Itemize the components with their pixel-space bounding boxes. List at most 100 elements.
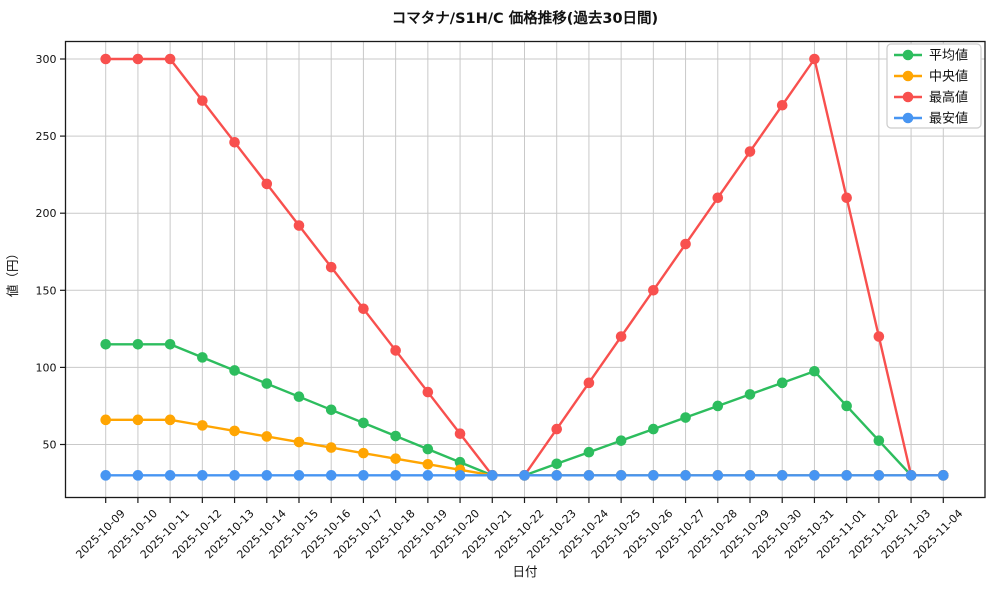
data-point [744,470,756,481]
data-point [809,365,820,377]
data-point [615,470,627,481]
data-point [454,428,466,440]
data-point [841,470,852,481]
data-point [905,470,917,481]
data-point [164,414,176,426]
data-point [229,425,240,437]
data-point [873,331,885,342]
plot-border [64,40,986,499]
legend-item-中央値: 中央値 [894,69,968,85]
data-point [583,377,595,389]
axis-ticks: 2025-10-092025-10-102025-10-112025-10-12… [36,53,966,561]
data-point [776,99,788,111]
plot-frame [64,40,986,499]
data-point [197,95,208,106]
legend-marker-dot [902,49,914,61]
data-point [293,436,305,448]
data-point [100,53,111,65]
data-point [422,458,434,470]
data-point [583,470,595,481]
data-point [164,53,176,65]
data-point [809,470,820,481]
data-point [873,435,885,446]
data-point [197,470,208,481]
data-point [422,386,434,398]
data-point [325,442,337,453]
data-point [293,391,305,402]
data-point [422,443,434,455]
y-tick-label: 250 [36,130,57,143]
data-point [551,458,563,470]
legend-marker-dot [902,112,914,124]
data-point [519,470,530,481]
data-point [325,261,337,273]
y-tick-label: 200 [36,207,57,220]
data-point [164,338,176,350]
data-point [841,192,852,204]
data-point [680,412,691,423]
data-point [422,470,434,481]
legend-item-最高値: 最高値 [894,90,968,106]
data-point [358,303,369,315]
data-point [680,470,691,481]
data-point [358,470,369,481]
data-point [132,470,144,481]
data-point [293,470,305,481]
data-point [100,470,111,481]
data-point [486,470,498,481]
data-point [390,453,401,464]
data-point [744,146,756,157]
data-point [261,470,273,481]
data-point [551,423,563,435]
data-point [229,470,240,481]
data-point [776,470,788,481]
y-tick-label: 50 [43,439,57,452]
data-point [648,423,659,435]
legend-item-最安値: 最安値 [894,111,968,127]
data-point [648,285,659,296]
data-point [841,400,852,412]
chart-title: コマタナ/S1H/C 価格推移(過去30日間) [392,9,658,27]
gridlines [65,41,985,498]
data-point [712,470,724,481]
data-point [132,414,144,426]
data-point [293,220,305,231]
legend-item-label: 最高値 [929,90,968,106]
data-point [680,238,691,250]
data-point [648,470,659,481]
data-point [390,345,401,356]
y-axis-label: 値（円） [5,247,20,297]
legend-marker-dot [902,70,914,82]
data-point [744,389,756,400]
data-point [229,365,240,376]
data-point [358,447,369,459]
legend-marker-dot [902,91,914,103]
data-point [164,470,176,481]
data-point [132,338,144,350]
y-tick-label: 150 [36,284,57,297]
legend-item-label: 最安値 [929,111,968,127]
data-point [261,431,273,442]
legend-item-label: 平均値 [929,48,968,64]
data-point [583,446,595,458]
data-point [937,470,949,481]
data-point [358,417,369,429]
data-point [100,338,111,350]
data-point [325,470,337,481]
data-point [390,470,401,481]
legend-box [886,43,982,129]
data-point [197,352,208,363]
series-最安値 [100,470,949,481]
data-point [809,53,820,65]
data-point [454,470,466,481]
data-point [454,456,466,468]
data-point [712,192,724,204]
data-point [325,404,337,416]
data-point [261,378,273,389]
y-tick-label: 300 [36,53,57,66]
data-point [100,414,111,426]
y-tick-label: 100 [36,361,57,374]
